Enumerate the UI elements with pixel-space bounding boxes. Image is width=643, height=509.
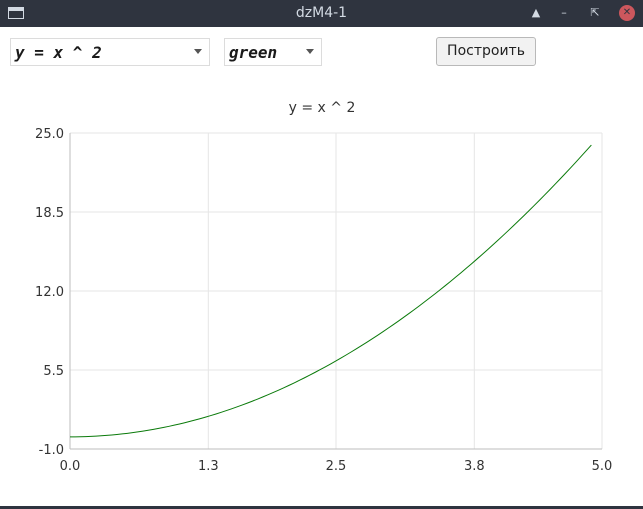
x-tick-label: 1.3 (198, 459, 219, 474)
window-title: dzM4-1 (295, 5, 348, 21)
x-tick-label: 2.5 (326, 459, 347, 474)
y-tick-label: 5.5 (43, 364, 64, 379)
window-icon (8, 7, 24, 19)
y-tick-label: 25.0 (35, 127, 64, 142)
x-tick-label: 0.0 (60, 459, 81, 474)
color-select[interactable]: green (224, 38, 322, 66)
close-icon[interactable]: ✕ (619, 5, 635, 21)
build-button[interactable]: Построить (436, 37, 536, 66)
window-frame-bottom (0, 506, 643, 509)
maximize-icon[interactable]: ⇱ (590, 6, 600, 19)
chart-title: y = x ^ 2 (288, 100, 356, 116)
title-bar: dzM4-1 ▲ – ⇱ ✕ (0, 0, 643, 27)
chevron-down-icon (194, 49, 202, 54)
function-select-value: y = x ^ 2 (15, 43, 102, 62)
x-tick-label: 5.0 (592, 459, 613, 474)
y-tick-label: 12.0 (35, 285, 64, 300)
main-content (4, 27, 639, 506)
y-tick-label: 18.5 (35, 206, 64, 221)
function-select[interactable]: y = x ^ 2 (10, 38, 210, 66)
series-line (69, 144, 592, 438)
chevron-down-icon (306, 49, 314, 54)
minimize-icon[interactable]: – (561, 6, 567, 19)
x-tick-label: 3.8 (464, 459, 485, 474)
y-tick-label: -1.0 (39, 443, 64, 458)
keep-above-icon[interactable]: ▲ (531, 6, 541, 19)
color-select-value: green (229, 43, 278, 62)
